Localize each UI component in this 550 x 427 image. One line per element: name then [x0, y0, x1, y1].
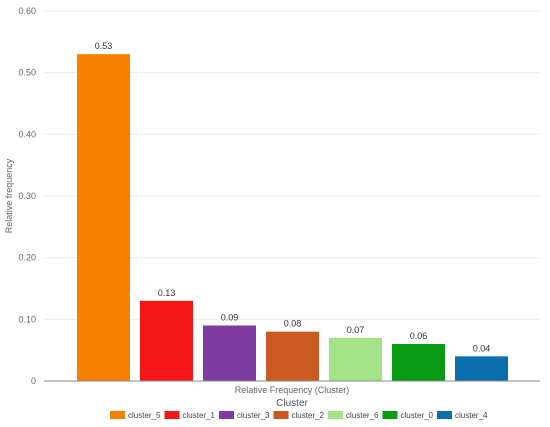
- legend-swatch: [110, 411, 125, 419]
- legend-item-cluster_0: cluster_0: [382, 411, 434, 420]
- y-tick-label: 0.20: [18, 253, 36, 263]
- legend-item-cluster_5: cluster_5: [110, 411, 161, 420]
- x-axis-title: Relative Frequency (Cluster): [235, 385, 350, 395]
- bar-cluster_4: [455, 356, 508, 381]
- legend-label: cluster_0: [401, 411, 434, 420]
- legend-item-cluster_2: cluster_2: [273, 411, 325, 420]
- value-label-cluster_3: 0.09: [221, 313, 239, 323]
- bar-cluster_6: [329, 337, 382, 381]
- legend-label: cluster_5: [128, 411, 161, 420]
- value-label-cluster_6: 0.07: [347, 325, 365, 335]
- legend-item-cluster_4: cluster_4: [437, 411, 488, 420]
- value-label-cluster_5: 0.53: [95, 41, 113, 51]
- value-label-cluster_4: 0.04: [473, 343, 491, 353]
- bar-cluster_1: [140, 300, 193, 381]
- bar-cluster_2: [266, 331, 319, 381]
- legend-label: cluster_2: [292, 411, 325, 420]
- y-tick-label: 0.50: [18, 68, 36, 78]
- value-label-cluster_0: 0.06: [410, 331, 428, 341]
- y-tick-label: 0: [31, 376, 36, 386]
- legend-label: cluster_3: [237, 411, 270, 420]
- legend-swatch: [164, 411, 180, 419]
- legend-label: cluster_4: [455, 411, 488, 420]
- bar-cluster_0: [392, 344, 445, 381]
- legend-item-cluster_3: cluster_3: [219, 411, 270, 420]
- y-tick-label: 0.40: [18, 129, 36, 139]
- value-labels: 0.53 0.13 0.09 0.08 0.07 0.06 0.04: [95, 41, 491, 353]
- legend-swatch: [328, 411, 343, 419]
- legend-swatch: [273, 411, 289, 419]
- y-tick-label: 0.60: [18, 6, 36, 16]
- value-label-cluster_2: 0.08: [284, 319, 302, 329]
- legend-item-cluster_6: cluster_6: [328, 411, 379, 420]
- y-tick-label: 0.30: [18, 191, 36, 201]
- legend: cluster_5 cluster_1 cluster_3 cluster_2 clus…: [110, 411, 488, 420]
- bar-cluster_3: [203, 325, 256, 381]
- value-label-cluster_1: 0.13: [158, 288, 176, 298]
- y-axis-title: Relative frequency: [4, 158, 14, 233]
- legend-swatch: [437, 411, 452, 419]
- legend-item-cluster_1: cluster_1: [164, 411, 216, 420]
- y-axis-ticks: 0 0.10 0.20 0.30 0.40 0.50 0.60: [18, 6, 36, 386]
- bars: [77, 54, 508, 382]
- legend-swatch: [382, 411, 398, 419]
- legend-title: Cluster: [276, 398, 308, 409]
- y-tick-label: 0.10: [18, 314, 36, 324]
- legend-swatch: [219, 411, 234, 419]
- bar-cluster_5: [77, 54, 130, 382]
- legend-label: cluster_6: [346, 411, 379, 420]
- legend-label: cluster_1: [183, 411, 216, 420]
